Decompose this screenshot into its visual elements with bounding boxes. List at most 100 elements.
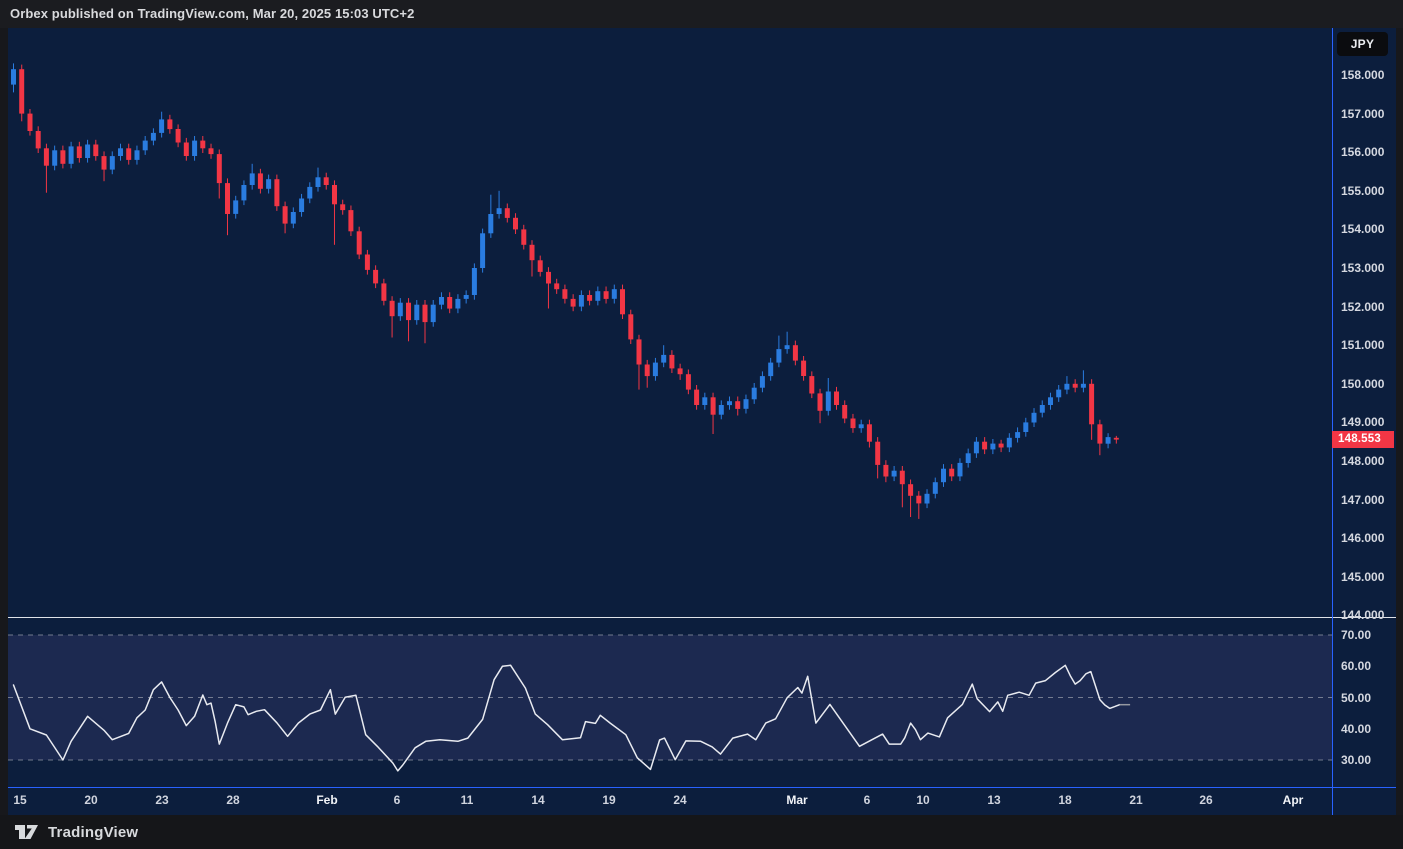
candle-body <box>759 376 765 388</box>
price-tick-label: 148.000 <box>1341 454 1385 468</box>
currency-badge[interactable]: JPY <box>1337 32 1388 56</box>
candle-body <box>620 289 625 315</box>
candle-body <box>702 397 708 405</box>
candle-body <box>792 345 798 361</box>
candle-body <box>93 144 99 157</box>
candle-body <box>537 260 543 272</box>
candle-body <box>101 156 107 170</box>
time-tick-label: Mar <box>786 793 808 807</box>
publish-note: Orbex published on TradingView.com, Mar … <box>10 6 415 21</box>
time-tick-label: 6 <box>863 793 871 807</box>
chart-root[interactable]: JPY 158.000 157.000 156.000 155.000 154.000 1… <box>8 28 1396 815</box>
candle-body <box>875 441 881 465</box>
candle-body <box>685 374 691 390</box>
candle-body <box>1015 432 1021 438</box>
candle-body <box>554 283 560 290</box>
price-tick-label: 156.000 <box>1341 145 1385 160</box>
candle-body <box>1064 383 1070 390</box>
tradingview-logo-icon <box>15 825 38 839</box>
price-tick-label: 154.000 <box>1341 222 1385 237</box>
candle-body <box>908 484 914 496</box>
candle-body <box>1097 424 1103 444</box>
candle-body <box>694 389 700 405</box>
candle-body <box>11 69 16 85</box>
candle-body <box>422 304 428 323</box>
candle-body <box>68 146 74 164</box>
candle-body <box>225 183 230 214</box>
time-tick-label: 18 <box>1058 793 1072 807</box>
pane-separator[interactable] <box>8 617 1396 618</box>
candle-body <box>1113 437 1119 440</box>
price-tick-label: 145.000 <box>1341 569 1385 584</box>
candle-body <box>109 156 115 170</box>
time-tick-label: Apr <box>1282 793 1304 807</box>
time-tick-label: 10 <box>916 793 930 807</box>
candle-body <box>389 300 395 317</box>
candle-body <box>414 304 420 321</box>
candle-body <box>315 177 321 187</box>
candle-body <box>784 345 790 350</box>
candle-body <box>52 150 58 166</box>
time-tick-label: 26 <box>1199 793 1213 807</box>
candle-body <box>455 298 461 309</box>
candle-body <box>570 298 576 307</box>
candle-body <box>628 314 634 340</box>
time-tick-label: 14 <box>531 793 545 807</box>
candle-body <box>35 131 41 149</box>
candle-body <box>397 302 403 317</box>
candle-body <box>126 148 132 160</box>
candle-body <box>241 185 247 201</box>
candle-body <box>546 271 551 284</box>
candle-body <box>183 142 189 156</box>
price-axis[interactable]: JPY 158.000 157.000 156.000 155.000 154.000 1… <box>1332 28 1396 787</box>
candle-body <box>76 146 82 158</box>
price-tick-label: 144.000 <box>1341 608 1385 623</box>
candle-body <box>611 289 617 299</box>
time-tick-label: 11 <box>460 793 474 807</box>
candle-body <box>834 391 839 405</box>
indicator-tick-label: 30.00 <box>1341 753 1372 767</box>
time-tick-label: 6 <box>393 793 401 807</box>
candle-body <box>891 470 897 477</box>
tradingview-brand[interactable]: TradingView <box>14 822 138 842</box>
candle-body <box>768 362 774 377</box>
price-tick-label: 151.000 <box>1341 338 1385 353</box>
price-tick-label: 155.000 <box>1341 183 1385 198</box>
chart-canvas[interactable] <box>8 28 1332 787</box>
publish-header-bar: Orbex published on TradingView.com, Mar … <box>0 0 1403 28</box>
time-tick-label: 24 <box>673 793 687 807</box>
candle-body <box>973 441 979 454</box>
candle-body <box>192 140 198 156</box>
candle-body <box>1039 405 1045 413</box>
candle-body <box>957 462 963 477</box>
candle-body <box>899 470 905 485</box>
candle-body <box>751 387 757 400</box>
candle-body <box>1006 437 1012 448</box>
candle-body <box>233 200 239 214</box>
candle-body <box>430 304 436 323</box>
price-axis-border <box>1332 28 1333 815</box>
candle-body <box>504 208 510 218</box>
candle-body <box>603 291 609 299</box>
price-tick-label: 150.000 <box>1341 376 1385 391</box>
candle-body <box>447 297 453 309</box>
candle-body <box>850 418 856 429</box>
time-tick-label: 20 <box>84 793 98 807</box>
candle-body <box>587 295 593 301</box>
indicator-tick-label: 50.00 <box>1341 690 1372 705</box>
time-axis[interactable]: 15 20 23 28 Feb 6 11 14 19 24 Mar 6 10 13 18 21 26 Apr <box>8 787 1332 815</box>
candle-body <box>776 349 782 363</box>
candle-body <box>340 204 346 211</box>
candle-body <box>406 302 411 321</box>
candle-body <box>513 217 518 230</box>
candle-body <box>299 198 305 212</box>
time-tick-label: 28 <box>226 793 240 807</box>
candle-body <box>932 482 938 494</box>
price-tick-label: 157.000 <box>1341 106 1385 121</box>
candle-body <box>669 354 675 369</box>
candle-body <box>208 148 214 155</box>
footer-bar: TradingView <box>0 815 1403 849</box>
candle-body <box>323 177 329 185</box>
candle-body <box>1089 383 1095 425</box>
candle-body <box>85 144 91 158</box>
